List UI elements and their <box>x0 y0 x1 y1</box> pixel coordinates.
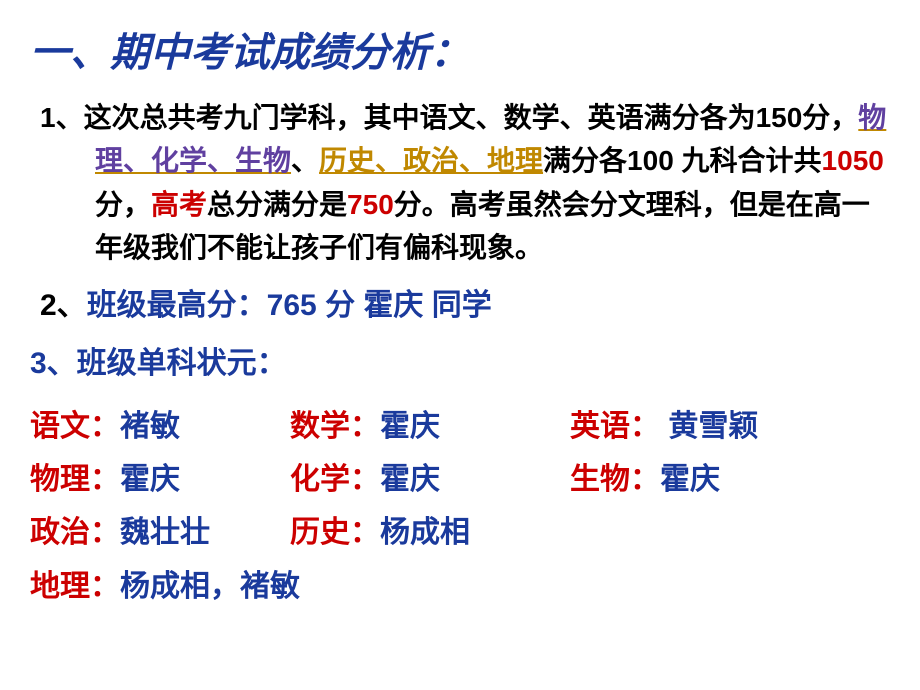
subject-label: 地理： <box>30 570 120 603</box>
p1-mid2: 分， <box>95 189 151 220</box>
subject-name: 黄雪颖 <box>660 410 758 443</box>
p1-sep: 、 <box>291 145 319 176</box>
p1-mid3: 总分满分是 <box>207 189 347 220</box>
p2-num: 2、 <box>40 289 87 322</box>
subject-cell: 历史：杨成相 <box>290 506 570 559</box>
subject-name: 霍庆 <box>120 463 180 496</box>
subject-cell: 政治：魏壮壮 <box>30 506 290 559</box>
subject-label: 语文： <box>30 410 120 443</box>
p1-total: 1050 <box>822 145 884 176</box>
subject-cell: 数学：霍庆 <box>290 400 570 453</box>
subject-name: 杨成相，褚敏 <box>120 570 300 603</box>
section-title: 一、期中考试成绩分析： <box>30 20 890 78</box>
subject-label: 数学： <box>290 410 380 443</box>
subject-name: 霍庆 <box>380 410 440 443</box>
subject-label: 物理： <box>30 463 120 496</box>
subject-name: 霍庆 <box>380 463 440 496</box>
p1-humanities: 历史、政治、地理 <box>319 145 543 176</box>
p1-lead: 1、这次总共考九门学科，其中语文、数学、英语满分各为150分， <box>40 102 858 133</box>
subject-cell: 物理：霍庆 <box>30 453 290 506</box>
subject-row: 政治：魏壮壮 历史：杨成相 <box>30 506 890 559</box>
p1-mid1: 满分各100 九科合计共 <box>543 145 822 176</box>
p2-text: 班级最高分：765 分 霍庆 同学 <box>87 289 492 322</box>
subject-label: 历史： <box>290 516 380 549</box>
subject-name: 褚敏 <box>120 410 180 443</box>
paragraph-3: 3、班级单科状元： <box>30 338 890 382</box>
subject-label: 政治： <box>30 516 120 549</box>
subject-label: 英语： <box>570 410 660 443</box>
subject-grid: 语文：褚敏 数学：霍庆 英语： 黄雪颖 物理：霍庆 化学：霍庆 生物：霍庆 政治… <box>30 400 890 614</box>
subject-row: 物理：霍庆 化学：霍庆 生物：霍庆 <box>30 453 890 506</box>
subject-cell: 英语： 黄雪颖 <box>570 400 758 453</box>
subject-name: 霍庆 <box>660 463 720 496</box>
subject-cell: 语文：褚敏 <box>30 400 290 453</box>
subject-cell: 生物：霍庆 <box>570 453 720 506</box>
paragraph-2: 2、班级最高分：765 分 霍庆 同学 <box>40 280 890 324</box>
subject-row: 地理：杨成相，褚敏 <box>30 560 890 613</box>
p1-750: 750 <box>347 189 394 220</box>
subject-name: 魏壮壮 <box>120 516 210 549</box>
p1-gaokao: 高考 <box>151 189 207 220</box>
subject-label: 生物： <box>570 463 660 496</box>
subject-label: 化学： <box>290 463 380 496</box>
subject-row: 语文：褚敏 数学：霍庆 英语： 黄雪颖 <box>30 400 890 453</box>
subject-cell: 地理：杨成相，褚敏 <box>30 560 300 613</box>
paragraph-1: 1、这次总共考九门学科，其中语文、数学、英语满分各为150分，物理、化学、生物、… <box>40 96 890 270</box>
subject-cell: 化学：霍庆 <box>290 453 570 506</box>
subject-name: 杨成相 <box>380 516 470 549</box>
